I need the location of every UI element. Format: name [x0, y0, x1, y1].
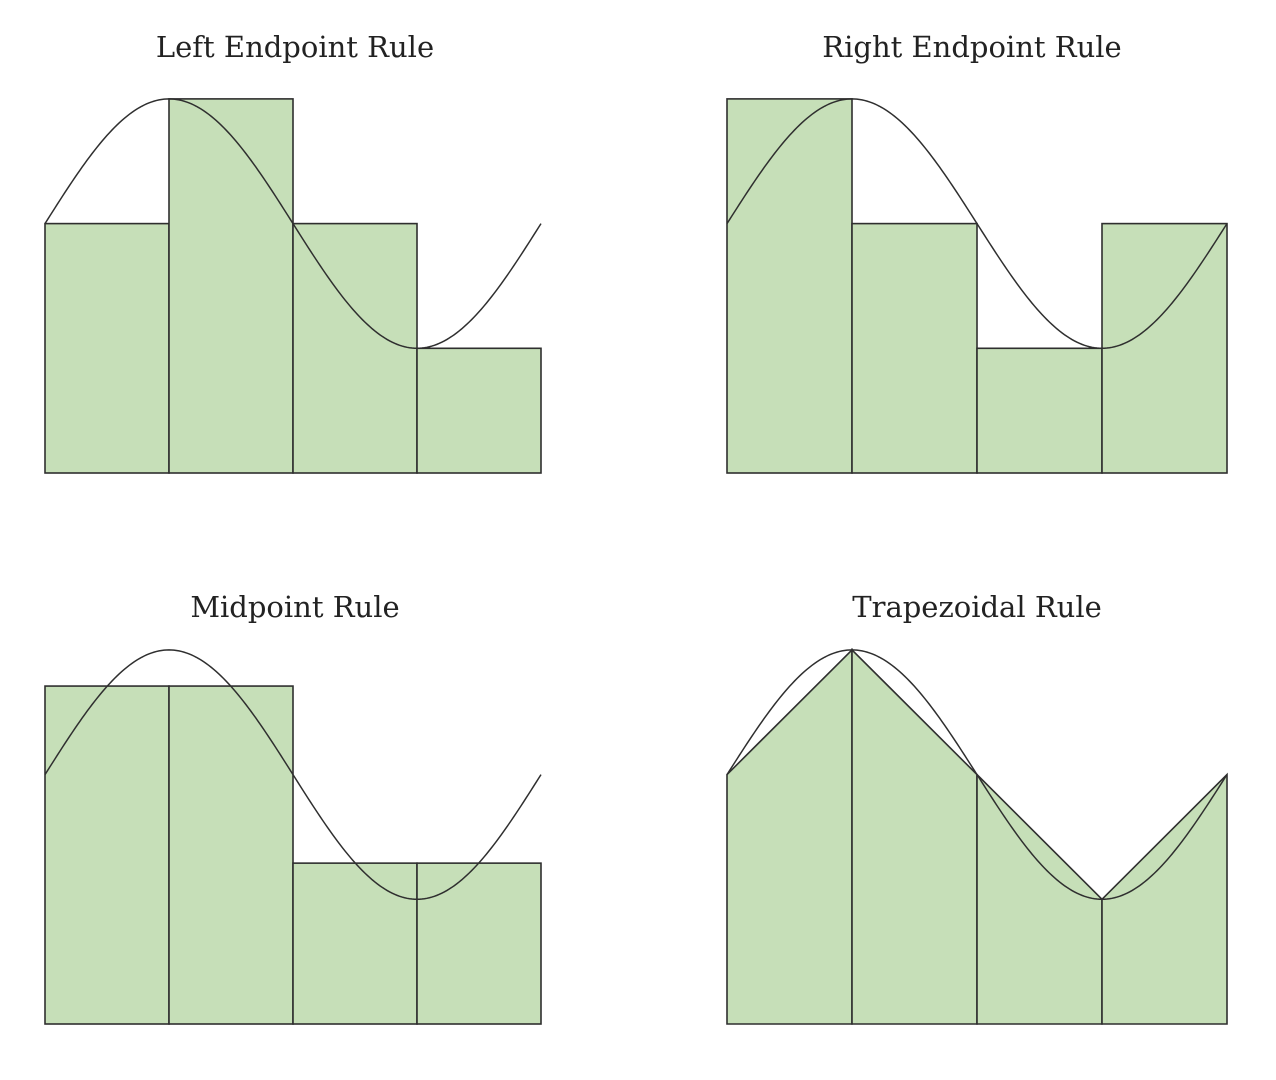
- plot-midpoint: [44, 649, 542, 1025]
- panel-title: Left Endpoint Rule: [155, 30, 435, 64]
- rectangle-4: [416, 862, 542, 1025]
- plot-right-endpoint: [726, 98, 1228, 474]
- rectangle-4: [1101, 222, 1228, 474]
- plot-left-endpoint: [44, 98, 542, 474]
- trapezoid-1: [726, 647, 853, 1025]
- rectangle-2: [168, 685, 294, 1025]
- rectangle-3: [292, 222, 418, 474]
- function-curve: [726, 98, 1228, 350]
- panel-left-endpoint: Left Endpoint Rule: [0, 0, 560, 500]
- rectangle-1: [44, 222, 170, 474]
- trapezoid-3: [976, 772, 1103, 1025]
- panel-trapezoidal: Trapezoidal Rule: [682, 560, 1242, 1060]
- panel-title: Right Endpoint Rule: [822, 30, 1122, 64]
- panel-title: Midpoint Rule: [190, 590, 400, 624]
- rectangle-2: [168, 98, 294, 474]
- trapezoid-4: [1101, 772, 1228, 1025]
- rectangle-1: [44, 685, 170, 1025]
- function-curve: [726, 649, 1228, 901]
- panel-right-endpoint: Right Endpoint Rule: [682, 0, 1242, 500]
- function-curve: [44, 649, 542, 901]
- rectangle-4: [416, 347, 542, 474]
- trapezoid-2: [851, 647, 978, 1025]
- rectangle-3: [976, 347, 1103, 474]
- plot-trapezoidal: [726, 647, 1228, 1025]
- rectangle-3: [292, 862, 418, 1025]
- panel-midpoint: Midpoint Rule: [0, 560, 560, 1060]
- rectangle-2: [851, 222, 978, 474]
- function-curve: [44, 98, 542, 350]
- panel-title: Trapezoidal Rule: [852, 590, 1102, 624]
- rectangle-1: [726, 98, 853, 474]
